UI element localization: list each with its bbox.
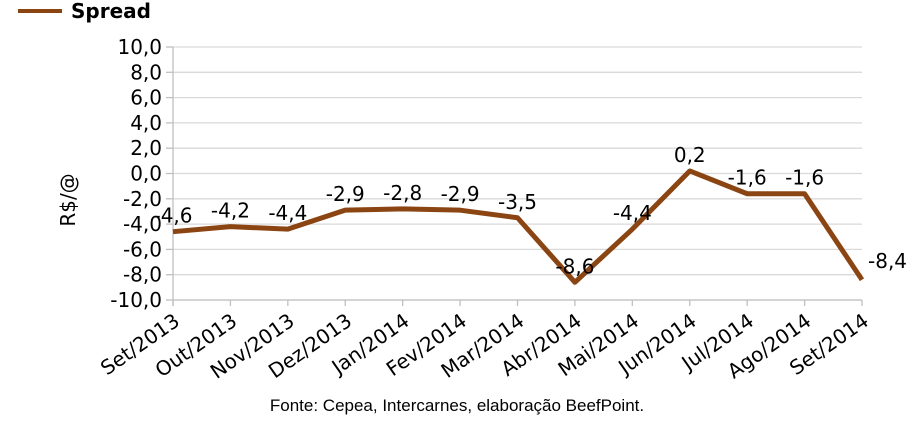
data-label: -4,4 <box>268 201 307 225</box>
source-note: Fonte: Cepea, Intercarnes, elaboração Be… <box>269 396 645 415</box>
data-label: -4,6 <box>153 204 192 228</box>
y-tick-label: -6,0 <box>123 237 162 261</box>
y-tick-label: -4,0 <box>123 212 162 236</box>
data-label: -8,4 <box>868 249 907 273</box>
data-label: -1,6 <box>728 166 767 190</box>
y-tick-label: 2,0 <box>130 136 162 160</box>
data-label: -3,5 <box>498 190 537 214</box>
y-tick-label: -8,0 <box>123 263 162 287</box>
y-tick-label: 8,0 <box>130 60 162 84</box>
data-label: -1,6 <box>785 166 824 190</box>
y-tick-label: 0,0 <box>130 162 162 186</box>
data-label: -2,9 <box>326 182 365 206</box>
legend: Spread <box>18 0 151 22</box>
data-label: -2,8 <box>383 181 422 205</box>
data-label: -4,4 <box>613 201 652 225</box>
series-line-spread <box>172 168 865 285</box>
data-label: -4,2 <box>211 199 250 223</box>
data-label: -2,9 <box>441 182 480 206</box>
data-label: 0,2 <box>674 143 706 167</box>
y-tick-label: 10,0 <box>117 35 162 59</box>
data-label: -8,6 <box>555 254 594 278</box>
legend-line-swatch <box>18 9 62 13</box>
y-tick-label: 6,0 <box>130 86 162 110</box>
legend-label: Spread <box>71 0 151 23</box>
y-tick-label: 4,0 <box>130 111 162 135</box>
y-tick-label: -2,0 <box>123 187 162 211</box>
y-tick-label: -10,0 <box>110 288 162 312</box>
